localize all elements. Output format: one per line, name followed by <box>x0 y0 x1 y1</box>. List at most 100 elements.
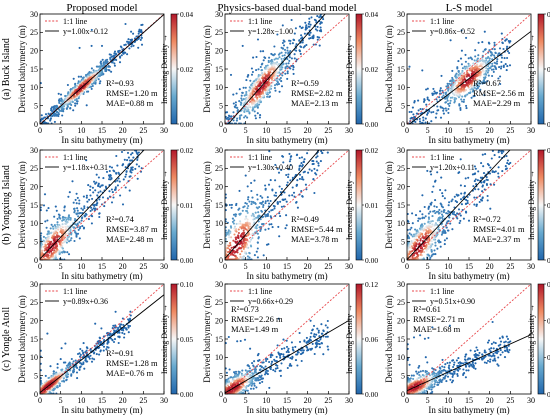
data-point <box>433 224 436 227</box>
data-point <box>254 114 257 117</box>
stat-line: MAE=2.37 m <box>473 234 521 244</box>
data-point <box>254 202 257 205</box>
data-point <box>505 69 508 72</box>
data-point <box>74 198 77 201</box>
data-point <box>235 204 238 207</box>
data-point <box>112 56 115 59</box>
data-point <box>61 226 64 229</box>
data-point <box>490 68 493 71</box>
data-point <box>57 228 60 231</box>
data-point <box>307 22 310 25</box>
data-point <box>466 93 469 96</box>
fit-line <box>40 150 145 260</box>
data-point <box>421 69 424 72</box>
x-tick-label: 5 <box>426 262 430 271</box>
data-point <box>40 206 42 209</box>
data-point <box>270 223 273 226</box>
data-point <box>479 63 482 66</box>
data-point <box>445 91 448 94</box>
data-point <box>320 150 323 153</box>
data-point <box>264 85 267 88</box>
data-point <box>497 77 500 80</box>
data-point <box>91 208 94 211</box>
data-point <box>473 196 476 199</box>
data-point <box>482 50 485 53</box>
data-point <box>239 226 242 229</box>
x-tick-label: 25 <box>324 126 332 135</box>
data-point <box>229 244 232 247</box>
data-point <box>244 115 247 118</box>
legend-1to1-label: 1:1 line <box>430 153 455 162</box>
data-point <box>246 255 249 258</box>
one-to-one-line <box>225 14 349 124</box>
data-point <box>433 249 436 252</box>
data-point <box>487 74 490 77</box>
data-point <box>237 228 240 231</box>
data-point <box>74 102 77 105</box>
data-point <box>463 65 466 68</box>
data-point <box>419 237 422 241</box>
data-point <box>112 169 115 172</box>
data-point <box>255 86 259 89</box>
data-point <box>248 251 251 254</box>
data-point <box>471 58 474 61</box>
x-tick-label: 10 <box>444 262 452 271</box>
data-point <box>54 256 57 259</box>
data-point <box>447 111 450 114</box>
data-point <box>486 61 489 64</box>
data-point <box>486 194 489 198</box>
data-point <box>457 96 461 99</box>
x-tick-label: 10 <box>77 262 85 271</box>
data-point <box>103 339 106 342</box>
data-point <box>489 166 492 169</box>
data-point <box>225 218 227 221</box>
data-point <box>252 218 255 221</box>
data-point <box>112 196 115 199</box>
data-point <box>504 39 507 42</box>
data-point <box>443 243 446 246</box>
data-point <box>67 253 71 256</box>
data-point <box>101 58 104 61</box>
data-point <box>457 208 461 211</box>
data-point <box>289 163 292 167</box>
data-point <box>69 106 72 110</box>
data-point <box>493 56 496 59</box>
data-point <box>278 185 281 188</box>
data-point <box>68 191 71 194</box>
data-point <box>485 178 488 181</box>
data-point <box>428 222 432 225</box>
data-point <box>319 22 322 25</box>
x-tick-label: 15 <box>465 262 473 271</box>
data-point <box>227 229 230 232</box>
data-point <box>76 352 80 356</box>
data-point <box>449 99 452 102</box>
legend-fit-label: y=1.18x+0.31 <box>63 163 108 172</box>
data-point <box>52 370 55 373</box>
data-point <box>122 178 125 181</box>
data-point <box>86 200 89 203</box>
data-point <box>275 57 278 60</box>
data-point <box>135 163 138 166</box>
stat-line: MAE=2.29 m <box>473 98 521 108</box>
data-point <box>299 45 302 48</box>
data-point <box>285 184 288 187</box>
data-point <box>225 233 228 236</box>
data-point <box>232 119 235 122</box>
data-point <box>50 223 53 226</box>
data-point <box>414 256 417 259</box>
data-point <box>240 232 244 235</box>
data-point <box>90 206 93 209</box>
data-point <box>451 96 454 99</box>
data-point <box>464 210 468 213</box>
data-point <box>252 201 255 204</box>
data-point <box>117 341 120 345</box>
x-axis-label: In situ bathymetry (m) <box>246 135 327 145</box>
data-point <box>134 148 136 150</box>
data-point <box>305 24 308 27</box>
data-point <box>238 189 241 192</box>
data-point <box>304 21 307 24</box>
data-point <box>482 63 485 66</box>
data-point <box>259 195 262 198</box>
data-point <box>69 218 72 221</box>
y-tick-label: 20 <box>397 46 405 55</box>
